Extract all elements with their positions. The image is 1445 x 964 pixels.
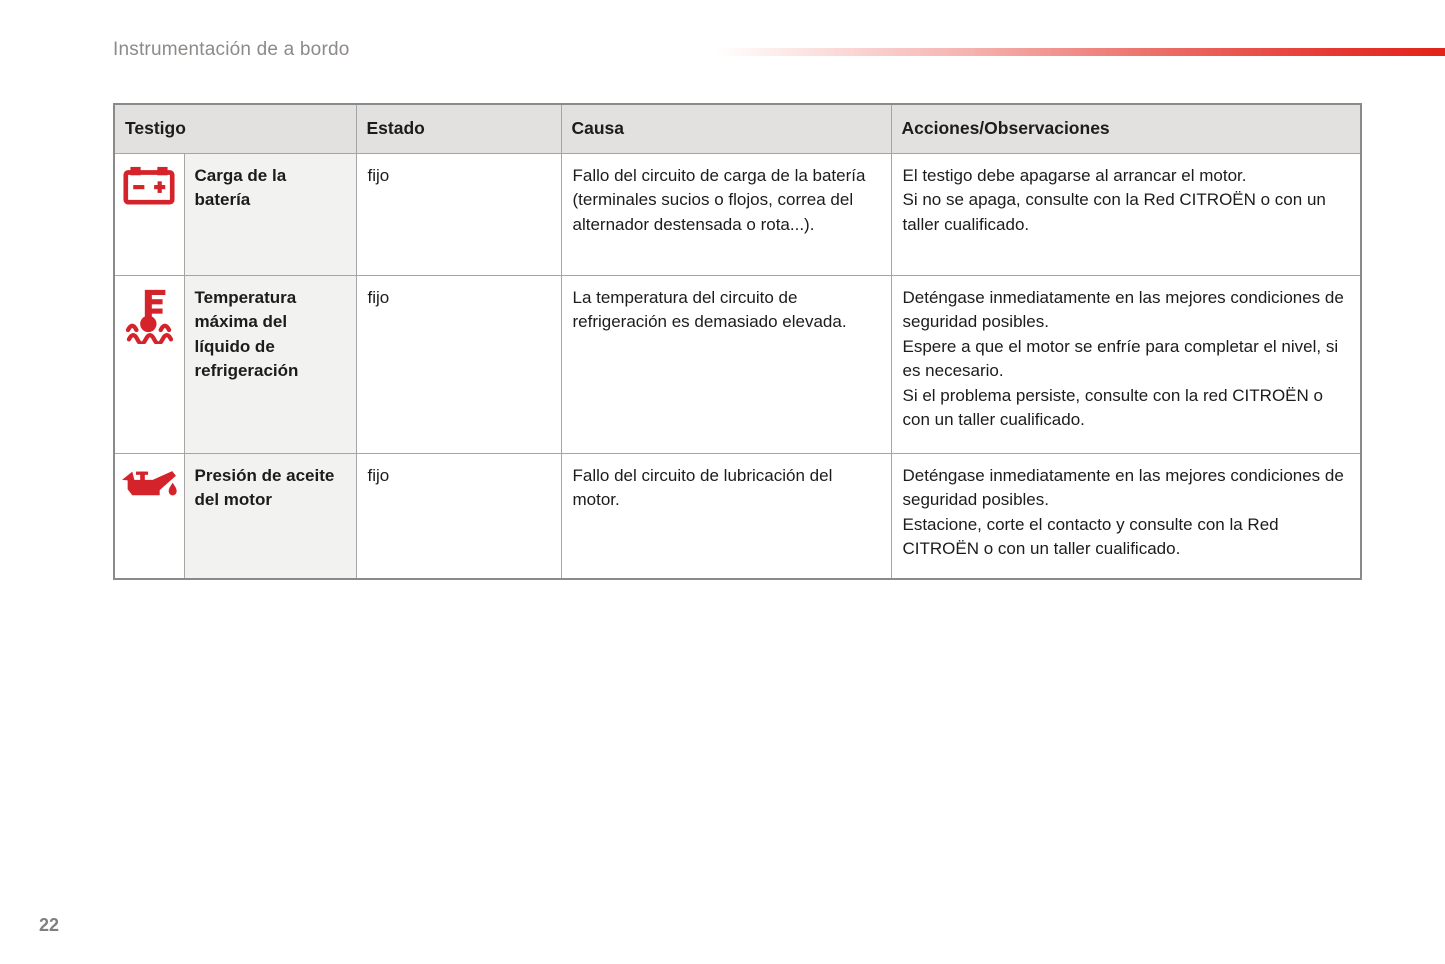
page-number: 22 xyxy=(39,915,60,935)
warning-label: Presión de aceite del motor xyxy=(183,452,357,580)
estado-cell: fijo xyxy=(355,452,562,580)
table-row-coolant-temperature: Temperatura máxima del líquido de refrig… xyxy=(113,274,1362,454)
acciones-cell: El testigo debe apagarse al arrancar el … xyxy=(890,152,1362,276)
causa-cell: Fallo del circuito de carga de la baterí… xyxy=(560,152,892,276)
battery-warning-icon xyxy=(123,166,175,213)
oil-pressure-icon xyxy=(120,466,178,513)
column-header-acciones: Acciones/Observaciones xyxy=(890,103,1362,154)
estado-cell: fijo xyxy=(355,152,562,276)
acciones-cell: Deténgase inmediatamente en las mejores … xyxy=(890,452,1362,580)
coolant-temperature-icon xyxy=(125,288,173,352)
table-row-oil-pressure: Presión de aceite del motor fijo Fallo d… xyxy=(113,452,1362,580)
estado-cell: fijo xyxy=(355,274,562,454)
acciones-cell: Deténgase inmediatamente en las mejores … xyxy=(890,274,1362,454)
warning-label: Temperatura máxima del líquido de refrig… xyxy=(183,274,357,454)
causa-cell: Fallo del circuito de lubricación del mo… xyxy=(560,452,892,580)
warning-label: Carga de la batería xyxy=(183,152,357,276)
column-header-estado: Estado xyxy=(355,103,562,154)
table-header-row: Testigo Estado Causa Acciones/Observacio… xyxy=(113,103,1362,154)
column-header-testigo: Testigo xyxy=(113,103,357,154)
testigo-icon-cell xyxy=(113,274,185,454)
causa-cell: La temperatura del circuito de refrigera… xyxy=(560,274,892,454)
table-row-battery-charge: Carga de la batería fijo Fallo del circu… xyxy=(113,152,1362,276)
page-title: Instrumentación de a bordo xyxy=(113,39,350,60)
warning-lights-table: Testigo Estado Causa Acciones/Observacio… xyxy=(113,103,1362,580)
column-header-causa: Causa xyxy=(560,103,892,154)
testigo-icon-cell xyxy=(113,152,185,276)
red-accent-bar xyxy=(715,48,1445,56)
testigo-icon-cell xyxy=(113,452,185,580)
